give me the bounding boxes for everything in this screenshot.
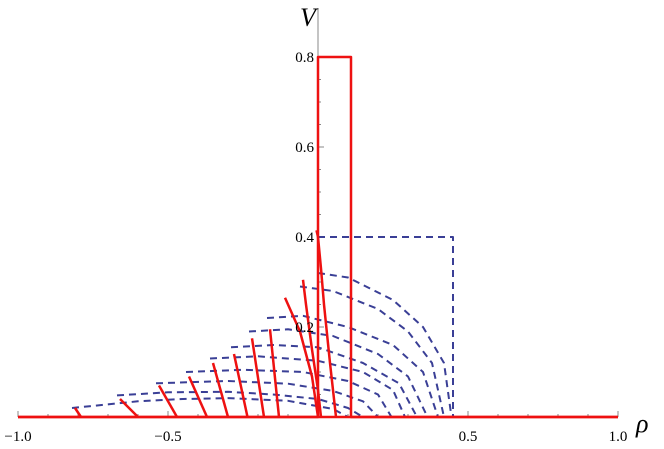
y-tick-label: 0.4 xyxy=(295,230,314,246)
dashed-curve-2 xyxy=(116,390,364,418)
y-axis-label: V xyxy=(300,3,319,32)
x-tick-label: −1.0 xyxy=(4,429,31,445)
dashed-curve-1 xyxy=(71,397,349,418)
solid-curve-11 xyxy=(301,279,323,418)
y-tick-label: 0.8 xyxy=(295,50,314,66)
solid-curve-2 xyxy=(73,407,83,418)
dashed-curve-0 xyxy=(318,236,454,417)
dashed-curve-8 xyxy=(266,314,439,418)
solid-series xyxy=(18,55,618,419)
solid-curve-3 xyxy=(119,398,139,418)
x-axis-label: ρ xyxy=(635,409,648,438)
tick-labels: −1.0 −0.5 0.5 1.0 0.2 0.4 0.6 0.8 xyxy=(4,50,627,445)
dashed-curve-7 xyxy=(248,328,429,418)
y-tick-label: 0.6 xyxy=(295,140,314,156)
y-tick-label: 0.2 xyxy=(295,320,314,336)
dashed-curve-9 xyxy=(299,285,445,418)
dashed-curve-6 xyxy=(230,344,418,418)
solid-curve-5 xyxy=(187,375,209,418)
x-tick-label: 0.5 xyxy=(459,429,478,445)
x-tick-label: 1.0 xyxy=(609,429,628,445)
solid-curve-9 xyxy=(268,329,281,418)
solid-curve-10 xyxy=(283,297,320,418)
dashed-curve-10 xyxy=(317,272,453,418)
solid-curve-4 xyxy=(157,384,179,418)
dashed-series xyxy=(71,236,454,418)
solid-curve-8 xyxy=(250,338,266,418)
dashed-curve-3 xyxy=(155,380,379,418)
solid-curve-12 xyxy=(315,230,338,418)
solid-curve-6 xyxy=(211,362,230,418)
solid-curve-7 xyxy=(232,353,249,418)
dashed-curve-5 xyxy=(209,355,406,418)
x-tick-label: −0.5 xyxy=(154,429,181,445)
